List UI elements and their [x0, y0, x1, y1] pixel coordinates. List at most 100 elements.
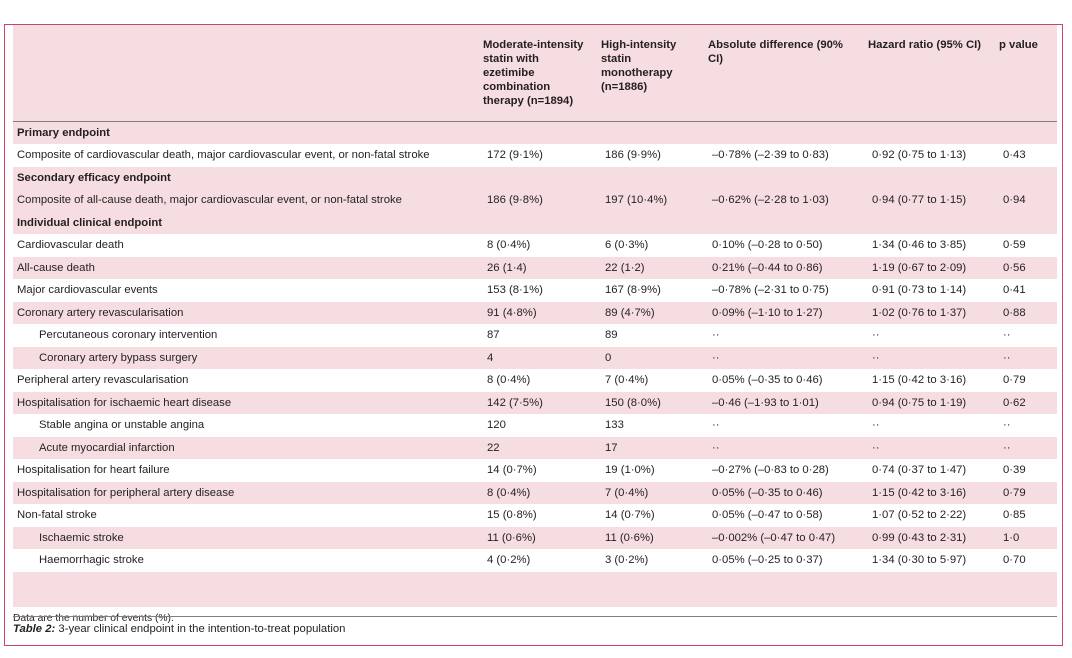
combination-value-cell: 11 (0·6%) [487, 531, 536, 544]
table-subrow: Acute myocardial infarction 22 17 ·· ·· ·· [13, 437, 1057, 460]
hazard-ratio-cell: 0·99 (0·43 to 2·31) [872, 531, 967, 544]
hazard-ratio-cell: ·· [864, 414, 995, 437]
absolute-difference-cell: 0·09% (–1·10 to 1·27) [712, 306, 823, 319]
p-value-cell: ·· [1003, 351, 1011, 364]
absolute-difference-cell: 0·21% (–0·44 to 0·86) [712, 261, 823, 274]
endpoint-cell: Ischaemic stroke [39, 531, 124, 544]
monotherapy-value-cell: 17 [605, 441, 618, 454]
absolute-difference-cell: –0·46 (–1·93 to 1·01) [712, 396, 819, 409]
p-value-cell: ·· [995, 324, 1057, 347]
monotherapy-value-cell: 150 (8·0%) [605, 396, 661, 409]
table-subrow: Stable angina or unstable angina 120 133 ··… [13, 414, 1057, 437]
monotherapy-value-cell: 0 [605, 351, 612, 364]
monotherapy-value-cell: 7 (0·4%) [605, 486, 649, 499]
hazard-ratio-cell: 0·74 (0·37 to 1·47) [864, 459, 995, 482]
absolute-difference-cell: ·· [704, 414, 864, 437]
p-value-cell: ·· [995, 414, 1057, 437]
table-subrow: Percutaneous coronary intervention 87 89 ··… [13, 324, 1057, 347]
table-row: Major cardiovascular events 153 (8·1%) 167… [13, 279, 1057, 302]
combination-value-cell: 8 (0·4%) [479, 234, 597, 257]
endpoint-cell: Peripheral artery revascularisation [13, 369, 479, 392]
hazard-ratio-cell: ·· [872, 441, 880, 454]
results-table: Moderate-intensity statin with ezetimibe… [13, 25, 1057, 572]
combination-value-cell: 8 (0·4%) [487, 486, 531, 499]
table-body: Primary endpoint Composite of cardiovascu… [13, 121, 1057, 572]
hazard-ratio-cell: 1·07 (0·52 to 2·22) [864, 504, 995, 527]
p-value-cell: 0·79 [1003, 486, 1026, 499]
hazard-ratio-cell: 0·92 (0·75 to 1·13) [864, 144, 995, 167]
combination-value-cell: 14 (0·7%) [479, 459, 597, 482]
endpoint-cell: Cardiovascular death [13, 234, 479, 257]
endpoint-cell: Composite of cardiovascular death, major… [13, 144, 479, 167]
absolute-difference-cell: 0·05% (–0·35 to 0·46) [712, 486, 823, 499]
combination-value-cell: 4 [487, 351, 494, 364]
absolute-difference-cell: –0·78% (–2·31 to 0·75) [704, 279, 864, 302]
table-row: Cardiovascular death 8 (0·4%) 6 (0·3%) 0·10… [13, 234, 1057, 257]
table-row: Non-fatal stroke 15 (0·8%) 14 (0·7%) 0·05% … [13, 504, 1057, 527]
endpoint-cell: Coronary artery bypass surgery [39, 351, 198, 364]
monotherapy-value-cell: 167 (8·9%) [597, 279, 704, 302]
endpoint-cell: Hospitalisation for peripheral artery di… [17, 486, 235, 499]
monotherapy-value-cell: 89 [597, 324, 704, 347]
p-value-cell: 0·56 [1003, 261, 1026, 274]
table-header-row: Moderate-intensity statin with ezetimibe… [13, 25, 1057, 122]
endpoint-cell: Stable angina or unstable angina [13, 414, 479, 437]
absolute-difference-cell: 0·05% (–0·25 to 0·37) [704, 549, 864, 572]
p-value-cell: 0·94 [1003, 194, 1026, 206]
section-label: Primary endpoint [17, 126, 110, 139]
endpoint-cell: Composite of all-cause death, major card… [17, 194, 402, 206]
endpoint-cell: All-cause death [17, 261, 95, 274]
p-value-cell: 0·79 [995, 369, 1057, 392]
hazard-ratio-cell: 1·15 (0·42 to 3·16) [864, 369, 995, 392]
p-value-cell: 0·88 [1003, 306, 1026, 319]
p-value-cell: 0·62 [1003, 396, 1026, 409]
endpoint-cell: Major cardiovascular events [13, 279, 479, 302]
table-row: Composite of cardiovascular death, major… [13, 144, 1057, 167]
monotherapy-value-cell: 7 (0·4%) [597, 369, 704, 392]
p-value-cell: 0·41 [995, 279, 1057, 302]
table-caption: Table 2: 3-year clinical endpoint in the… [13, 616, 1057, 635]
hazard-ratio-cell: 0·94 (0·77 to 1·15) [872, 194, 967, 206]
header-absolute-difference: Absolute difference (90% CI) [704, 25, 864, 122]
table-row: Peripheral artery revascularisation 8 (0·… [13, 369, 1057, 392]
header-combination-therapy: Moderate-intensity statin with ezetimibe… [479, 25, 597, 122]
monotherapy-value-cell: 89 (4·7%) [605, 306, 655, 319]
absolute-difference-cell: ·· [704, 324, 864, 347]
monotherapy-value-cell: 11 (0·6%) [605, 531, 654, 544]
p-value-cell: 0·59 [995, 234, 1057, 257]
hazard-ratio-cell: 0·91 (0·73 to 1·14) [864, 279, 995, 302]
absolute-difference-cell: 0·10% (–0·28 to 0·50) [704, 234, 864, 257]
header-endpoint [13, 25, 479, 122]
monotherapy-value-cell: 197 (10·4%) [605, 194, 668, 206]
monotherapy-value-cell: 14 (0·7%) [597, 504, 704, 527]
endpoint-cell: Hospitalisation for heart failure [13, 459, 479, 482]
absolute-difference-cell: –0·27% (–0·83 to 0·28) [704, 459, 864, 482]
caption-text: 3-year clinical endpoint in the intentio… [55, 623, 346, 635]
table-subrow: Ischaemic stroke 11 (0·6%) 11 (0·6%) –0·002… [13, 527, 1057, 550]
hazard-ratio-cell: 1·19 (0·67 to 2·09) [872, 261, 967, 274]
header-hazard-ratio: Hazard ratio (95% CI) [864, 25, 995, 122]
p-value-cell: ·· [1003, 441, 1011, 454]
caption-label: Table 2: [13, 623, 56, 635]
hazard-ratio-cell: ·· [872, 351, 880, 364]
combination-value-cell: 172 (9·1%) [479, 144, 597, 167]
table-frame: Moderate-intensity statin with ezetimibe… [4, 24, 1063, 646]
hazard-ratio-cell: 1·15 (0·42 to 3·16) [872, 486, 967, 499]
absolute-difference-cell: –0·62% (–2·28 to 1·03) [712, 194, 829, 206]
table-row: Hospitalisation for heart failure 14 (0·7… [13, 459, 1057, 482]
combination-value-cell: 8 (0·4%) [479, 369, 597, 392]
hazard-ratio-cell: 0·94 (0·75 to 1·19) [872, 396, 967, 409]
absolute-difference-cell: ·· [712, 351, 720, 364]
combination-value-cell: 186 (9·8%) [487, 194, 543, 206]
monotherapy-value-cell: 22 (1·2) [605, 261, 645, 274]
section-header-row: Primary endpoint [13, 121, 1057, 144]
combination-value-cell: 22 [487, 441, 500, 454]
monotherapy-value-cell: 3 (0·2%) [597, 549, 704, 572]
absolute-difference-cell: 0·05% (–0·47 to 0·58) [704, 504, 864, 527]
section-label: Individual clinical endpoint [17, 216, 162, 229]
table-subrow: Haemorrhagic stroke 4 (0·2%) 3 (0·2%) 0·05%… [13, 549, 1057, 572]
p-value-cell: 0·43 [995, 144, 1057, 167]
combination-value-cell: 87 [479, 324, 597, 347]
table-row: Composite of all-cause death, major card… [13, 189, 1057, 212]
table-row: All-cause death 26 (1·4) 22 (1·2) 0·21% (–0… [13, 257, 1057, 280]
